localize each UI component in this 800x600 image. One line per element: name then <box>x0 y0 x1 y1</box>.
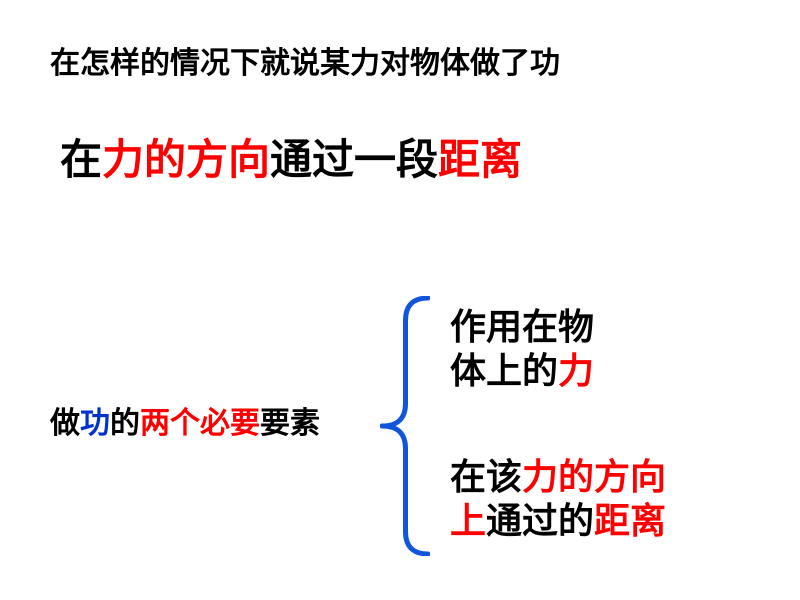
slide: 在怎样的情况下就说某力对物体做了功 在力的方向通过一段距离 做功的两个必要要素 … <box>0 0 800 600</box>
statement-line: 在力的方向通过一段距离 <box>60 126 522 187</box>
elements-label: 做功的两个必要要素 <box>50 398 320 442</box>
brace-icon <box>380 296 430 556</box>
item1-line2: 体上的力 <box>450 342 594 394</box>
title-line: 在怎样的情况下就说某力对物体做了功 <box>50 38 560 82</box>
item2-line2: 上通过的距离 <box>450 492 666 544</box>
